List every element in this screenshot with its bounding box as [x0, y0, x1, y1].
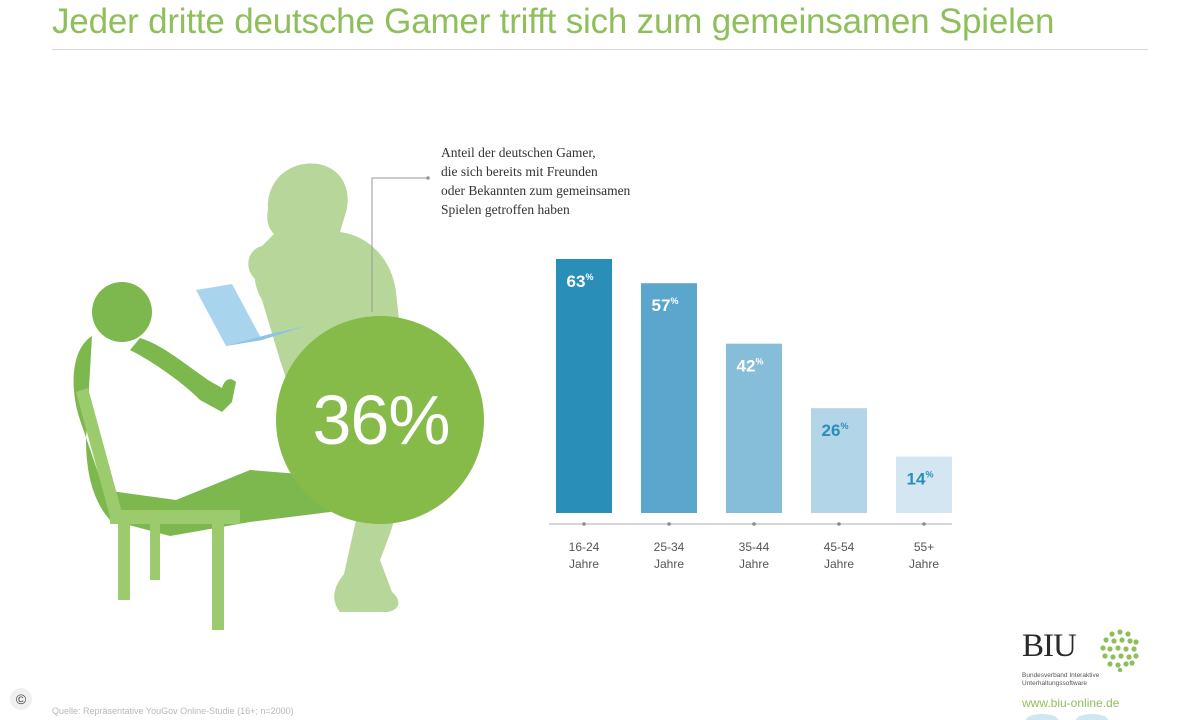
annotation-line: die sich bereits mit Freunden: [441, 164, 598, 179]
biu-website-link[interactable]: www.biu-online.de: [1022, 696, 1120, 710]
title-divider: [52, 49, 1148, 50]
x-tick-label: Jahre: [739, 557, 769, 571]
x-tick-label: Jahre: [654, 557, 684, 571]
source-note: Quelle: Repräsentative YouGov Online-Stu…: [52, 706, 294, 716]
bar: [641, 283, 697, 513]
chair-shape: [76, 388, 240, 630]
x-tick-mark: [922, 522, 926, 526]
annotation-line: oder Bekannten zum gemeinsamen: [441, 183, 631, 198]
front-gamer-figure: [73, 282, 358, 536]
biu-logo-text: BIU: [1022, 628, 1077, 664]
laptop-shape: [196, 284, 306, 346]
x-tick-label: Jahre: [909, 557, 939, 571]
annotation-line: Anteil der deutschen Gamer,: [441, 145, 596, 160]
x-tick-label: 25-34: [654, 540, 685, 554]
org-line: Bundesverband Interaktive: [1022, 672, 1100, 679]
x-tick-mark: [667, 522, 671, 526]
highlight-value: 36%: [312, 381, 450, 459]
bar: [896, 456, 952, 513]
x-tick-label: 55+: [914, 540, 934, 554]
chart-annotation: Anteil der deutschen Gamer, die sich ber…: [441, 143, 741, 219]
page-title: Jeder dritte deutsche Gamer trifft sich …: [52, 2, 1055, 41]
bar: [556, 259, 612, 513]
org-line: Unterhaltungssoftware: [1022, 680, 1088, 687]
x-tick-mark: [582, 522, 586, 526]
biu-org-name: Bundesverband Interaktive Unterhaltungss…: [1022, 672, 1152, 688]
bar: [811, 408, 867, 513]
highlight-circle: [276, 316, 484, 524]
x-tick-label: Jahre: [569, 557, 599, 571]
callout-line: [371, 177, 428, 312]
decorative-bubbles: [1026, 714, 1108, 720]
x-tick-label: 45-54: [824, 540, 855, 554]
x-tick-mark: [752, 522, 756, 526]
x-tick-label: 16-24: [569, 540, 600, 554]
annotation-line: Spielen getroffen haben: [441, 202, 570, 217]
bar: [726, 343, 782, 513]
x-tick-mark: [837, 522, 841, 526]
x-tick-label: Jahre: [824, 557, 854, 571]
globe-icon: [1100, 629, 1139, 672]
copyright-icon: ©: [10, 688, 32, 710]
x-tick-label: 35-44: [739, 540, 770, 554]
